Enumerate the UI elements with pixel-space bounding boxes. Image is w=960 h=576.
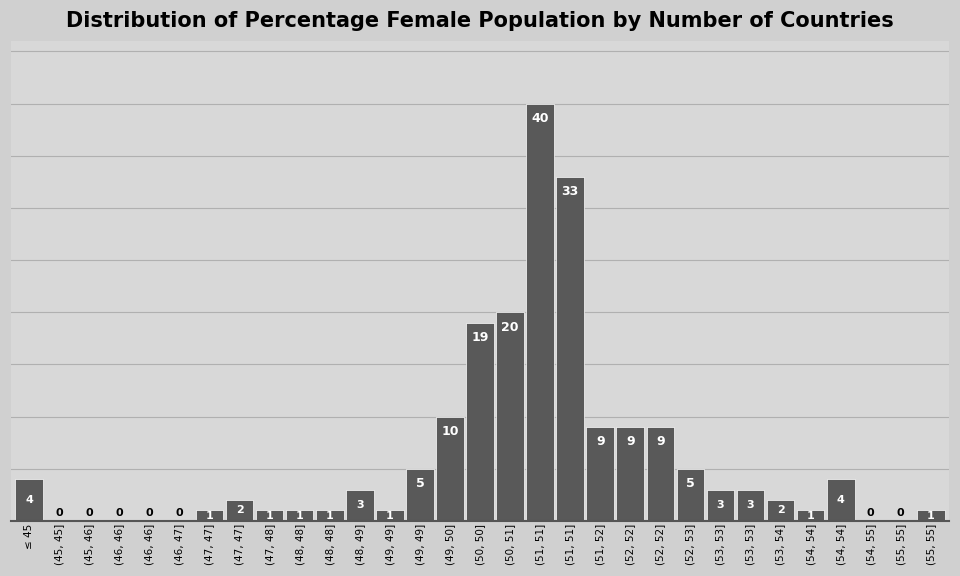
Text: 19: 19	[471, 331, 489, 344]
Text: 1: 1	[205, 511, 213, 521]
Bar	[467, 323, 493, 521]
Text: 33: 33	[562, 185, 579, 198]
Bar	[346, 490, 373, 521]
Bar	[526, 104, 554, 521]
Bar	[406, 469, 434, 521]
Text: 0: 0	[867, 507, 875, 518]
Bar	[376, 510, 403, 521]
Bar	[255, 510, 283, 521]
Text: 9: 9	[596, 435, 605, 448]
Bar	[436, 416, 464, 521]
Text: 2: 2	[777, 505, 784, 516]
Bar	[827, 479, 854, 521]
Bar	[316, 510, 344, 521]
Bar	[557, 177, 584, 521]
Bar	[917, 510, 945, 521]
Text: 0: 0	[176, 507, 183, 518]
Text: 3: 3	[717, 500, 724, 510]
Text: 40: 40	[532, 112, 549, 125]
Text: 1: 1	[386, 511, 394, 521]
Text: 0: 0	[85, 507, 93, 518]
Bar	[496, 312, 524, 521]
Text: 0: 0	[56, 507, 63, 518]
Text: 1: 1	[806, 511, 814, 521]
Bar	[707, 490, 734, 521]
Text: 0: 0	[897, 507, 904, 518]
Text: 1: 1	[266, 511, 274, 521]
Text: 0: 0	[146, 507, 154, 518]
Text: 2: 2	[235, 505, 244, 516]
Text: 4: 4	[25, 495, 33, 505]
Text: 9: 9	[656, 435, 664, 448]
Bar	[736, 490, 764, 521]
Text: 0: 0	[115, 507, 123, 518]
Text: 3: 3	[747, 500, 755, 510]
Text: 5: 5	[416, 477, 424, 490]
Text: 9: 9	[626, 435, 635, 448]
Bar	[646, 427, 674, 521]
Text: 10: 10	[442, 425, 459, 438]
Text: 20: 20	[501, 321, 518, 334]
Bar	[15, 479, 43, 521]
Bar	[587, 427, 614, 521]
Bar	[196, 510, 224, 521]
Bar	[677, 469, 705, 521]
Text: 3: 3	[356, 500, 364, 510]
Text: 1: 1	[325, 511, 333, 521]
Bar	[767, 500, 794, 521]
Text: 4: 4	[837, 495, 845, 505]
Bar	[616, 427, 644, 521]
Text: 1: 1	[296, 511, 303, 521]
Text: 1: 1	[927, 511, 935, 521]
Bar	[286, 510, 314, 521]
Title: Distribution of Percentage Female Population by Number of Countries: Distribution of Percentage Female Popula…	[66, 11, 894, 31]
Bar	[226, 500, 253, 521]
Text: 5: 5	[686, 477, 695, 490]
Bar	[797, 510, 825, 521]
